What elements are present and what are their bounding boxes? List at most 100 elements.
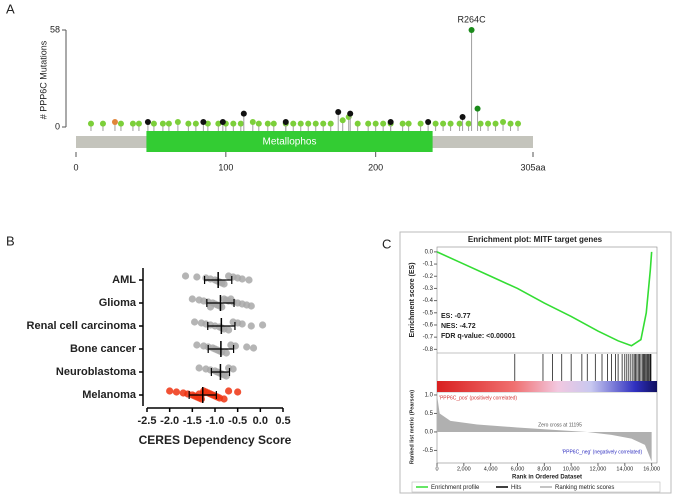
- lollipop: [165, 120, 172, 127]
- lollipop: [305, 120, 312, 127]
- domain-label: Metallophos: [263, 137, 317, 148]
- dot: [172, 388, 181, 396]
- dot: [247, 302, 255, 310]
- y-tick-label: 58: [50, 24, 60, 34]
- y-tick-label: -0.6: [423, 323, 434, 329]
- lollipop: [230, 120, 237, 127]
- lollipop: [185, 120, 192, 127]
- x-tick-label: 200: [368, 162, 383, 172]
- dot: [166, 387, 174, 395]
- lollipop: [354, 120, 361, 127]
- dot: [188, 295, 196, 303]
- lollipop: [405, 120, 412, 127]
- lollipop: [500, 118, 507, 125]
- category-label: Glioma: [99, 297, 137, 309]
- y2-tick-label: -0.5: [423, 448, 434, 454]
- lollipop: [399, 120, 406, 127]
- legend-label: Hits: [511, 485, 521, 491]
- dot: [220, 280, 228, 288]
- annotation: R264C: [458, 14, 487, 24]
- lollipop: [440, 120, 447, 127]
- lollipop: [447, 120, 454, 127]
- lollipop: [477, 120, 484, 127]
- lollipop: [264, 120, 271, 127]
- lollipop: [347, 110, 354, 117]
- y2-tick-label: 1.0: [425, 393, 434, 399]
- x-tick-label: 10,000: [563, 466, 580, 472]
- lollipop: [174, 118, 181, 125]
- lollipop: [456, 120, 463, 127]
- y-tick-label: -0.2: [423, 274, 434, 280]
- lollipop: [240, 110, 247, 117]
- dot: [227, 295, 235, 303]
- legend-label: Enrichment profile: [431, 485, 480, 491]
- lollipop: [237, 120, 244, 127]
- x-tick-label: 305aa: [520, 162, 545, 172]
- x-tick-label: 6,000: [511, 466, 525, 472]
- x-tick-label: 16,000: [643, 466, 660, 472]
- lollipop: [87, 120, 94, 127]
- domain: [146, 131, 433, 152]
- dot: [220, 395, 228, 403]
- lollipop: [339, 117, 346, 124]
- lollipop: [290, 120, 297, 127]
- dot: [222, 349, 230, 357]
- es-line: [436, 251, 653, 347]
- y-tick-label: -0.5: [423, 310, 434, 316]
- x-axis-label: Rank in Ordered Dataset: [512, 475, 582, 481]
- x-tick-label: 0: [73, 162, 78, 172]
- y-tick-label: -0.8: [423, 347, 434, 353]
- category-label: Renal cell carcinoma: [27, 320, 137, 332]
- lollipop: [492, 120, 499, 127]
- panel-frame: [399, 231, 672, 494]
- lollipop: [192, 120, 199, 127]
- x-tick-label: -2.0: [160, 415, 179, 427]
- legend-box: [411, 481, 661, 493]
- dot: [247, 322, 255, 330]
- lollipop: [249, 118, 256, 125]
- panel-label: B: [6, 233, 15, 248]
- x-tick-label: 0.5: [275, 415, 290, 427]
- lollipop: [320, 120, 327, 127]
- lollipop: [135, 120, 142, 127]
- metric-label: 'PPP6C_neg' (negatively correlated): [562, 449, 643, 455]
- y-tick-label: 0: [55, 121, 60, 131]
- y2-tick-label: 0.5: [425, 411, 434, 417]
- heatmap-bar: [437, 381, 657, 392]
- lollipop: [474, 105, 481, 112]
- x-tick-label: 0: [435, 466, 438, 472]
- lollipop: [380, 120, 387, 127]
- category-label: Melanoma: [82, 389, 137, 401]
- plot-frame: [436, 246, 658, 464]
- annotation: NES: -4.72: [441, 323, 476, 330]
- dot: [238, 320, 246, 328]
- lollipop: [270, 120, 277, 127]
- y-axis-label: # PPP6C Mutations: [38, 40, 48, 119]
- x-tick-label: 0.0: [253, 415, 268, 427]
- metric-label: Zero cross at 11195: [538, 422, 582, 428]
- lollipop: [465, 120, 472, 127]
- lollipop: [219, 118, 226, 125]
- x-tick-label: -2.5: [138, 415, 157, 427]
- x-tick-label: -1.0: [206, 415, 225, 427]
- panel-label: C: [382, 236, 391, 251]
- y2-tick-label: 0.0: [425, 430, 434, 436]
- dot: [193, 273, 201, 281]
- annotation: ES: -0.77: [441, 313, 471, 320]
- x-tick-label: 4,000: [484, 466, 498, 472]
- y-tick-label: -0.4: [423, 298, 434, 304]
- y-axis-label: Enrichment score (ES): [409, 262, 416, 337]
- x-tick-label: -1.5: [183, 415, 202, 427]
- dot: [195, 390, 203, 398]
- lollipop: [327, 120, 334, 127]
- x-tick-label: 12,000: [590, 466, 607, 472]
- dot: [259, 321, 267, 329]
- lollipop: [425, 118, 432, 125]
- chart-title: Enrichment plot: MITF target genes: [468, 235, 603, 244]
- lollipop: [255, 120, 262, 127]
- dot: [238, 275, 246, 283]
- y-tick-label: 0.0: [425, 249, 434, 255]
- category-label: AML: [112, 274, 136, 286]
- lollipop: [99, 120, 106, 127]
- metric-area: [437, 394, 652, 462]
